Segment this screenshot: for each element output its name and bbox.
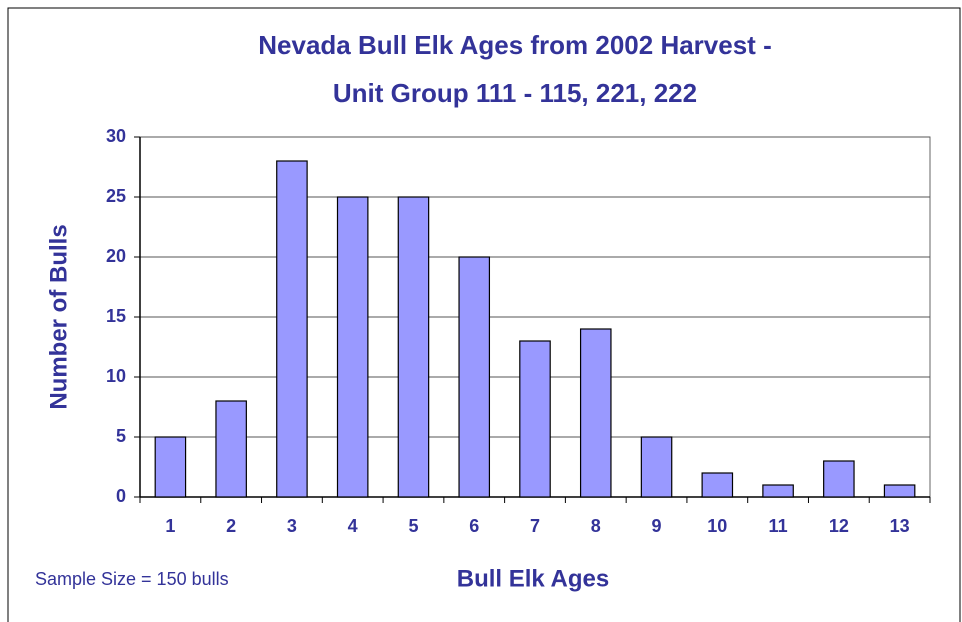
bar — [519, 340, 551, 498]
bar — [276, 160, 308, 498]
bar — [640, 436, 673, 498]
bar — [336, 196, 369, 498]
bar — [579, 328, 612, 498]
x-tick-label: 11 — [769, 516, 788, 536]
x-tick-label: 4 — [348, 516, 358, 536]
bar — [397, 196, 430, 498]
y-tick-label: 15 — [106, 306, 126, 326]
y-tick-label: 20 — [106, 246, 126, 266]
y-tick-label: 25 — [106, 186, 126, 206]
y-tick-label: 0 — [116, 486, 126, 506]
x-tick-label: 1 — [165, 516, 175, 536]
chart-title: Nevada Bull Elk Ages from 2002 Harvest - — [258, 30, 771, 60]
bar — [458, 256, 491, 498]
bar — [154, 436, 187, 498]
x-tick-label: 13 — [890, 516, 910, 536]
bar — [762, 484, 794, 498]
y-tick-label: 10 — [106, 366, 126, 386]
x-tick-label: 7 — [530, 516, 540, 536]
bar — [823, 460, 855, 498]
bar — [215, 400, 247, 498]
x-tick-label: 8 — [591, 516, 601, 536]
annotation: Sample Size = 150 bulls — [35, 569, 229, 589]
x-tick-label: 6 — [469, 516, 479, 536]
x-tick-label: 12 — [829, 516, 849, 536]
x-axis-label: Bull Elk Ages — [457, 565, 609, 592]
x-tick-label: 2 — [226, 516, 236, 536]
y-axis-label: Number of Bulls — [45, 224, 72, 409]
y-tick-label: 5 — [116, 426, 126, 446]
y-tick-label: 30 — [106, 126, 126, 146]
x-tick-label: 10 — [707, 516, 727, 536]
chart-title: Unit Group 111 - 115, 221, 222 — [333, 78, 697, 108]
chart-border — [7, 7, 961, 622]
x-tick-label: 9 — [652, 516, 662, 536]
x-tick-label: 3 — [287, 516, 297, 536]
x-tick-label: 5 — [408, 516, 418, 536]
bar — [701, 472, 734, 498]
bar — [883, 484, 916, 498]
